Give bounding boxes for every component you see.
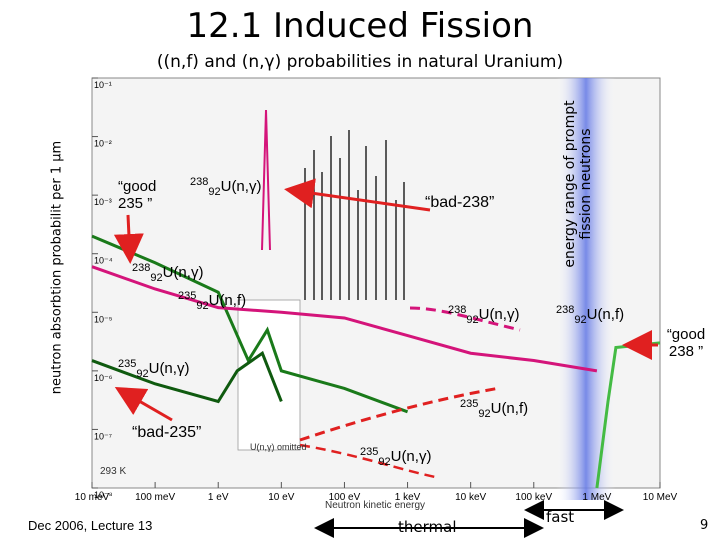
arrow-good235 xyxy=(113,214,144,264)
omitted-region xyxy=(237,299,301,451)
series-line-235u-n-f- xyxy=(91,234,409,414)
good235-label: “good 235 ” xyxy=(118,178,157,212)
arrow-bad238 xyxy=(284,178,431,212)
label-235ng-bottom: 23592U(n,γ) xyxy=(360,446,432,468)
dashed-238-ng xyxy=(409,306,521,332)
label-235ng-left: 23592U(n,γ) xyxy=(118,358,190,380)
x-tick-label: 100 eV xyxy=(329,492,361,503)
good238-label: “good 238 ” xyxy=(666,326,706,360)
label-238ng-top: 23892U(n,γ) xyxy=(190,176,262,198)
bad238-label: “bad-238” xyxy=(425,194,495,211)
resonance-peak-238 xyxy=(261,109,271,251)
fast-label: fast xyxy=(546,508,575,526)
page-subtitle: ((n,f) and (n,γ) probabilities in natura… xyxy=(156,52,564,72)
x-tick-label: 1 eV xyxy=(208,492,229,503)
y-tick-label: 10⁻¹ xyxy=(94,80,112,90)
y-tick-label: 10⁻⁷ xyxy=(94,431,112,441)
thermal-label: thermal xyxy=(398,518,457,536)
footer-lecture: Dec 2006, Lecture 13 xyxy=(28,518,153,533)
dashed-235 xyxy=(299,386,501,442)
y-axis-label: neutron absorbtion probabilit per 1 μm xyxy=(49,140,65,395)
y-tick-label: 10⁻⁴ xyxy=(94,256,113,266)
bad235-label: “bad-235” xyxy=(132,424,202,441)
label-238ng-right: 23892U(n,γ) xyxy=(448,304,520,326)
x-tick-label: 100 meV xyxy=(135,492,175,503)
y-tick-label: 10⁻² xyxy=(94,139,112,149)
y-tick-label: 10⁻⁸ xyxy=(94,490,113,500)
label-235nf-left: 23592U(n,f) xyxy=(178,290,247,312)
page-title: 12.1 Induced Fission xyxy=(186,6,534,46)
x-tick-label: 10 MeV xyxy=(643,492,678,503)
page-number: 9 xyxy=(700,518,709,533)
label-238nf-right: 23892U(n,f) xyxy=(556,304,625,326)
x-tick-label: 10 eV xyxy=(268,492,294,503)
temp-label: 293 K xyxy=(100,466,126,477)
fast-neutron-band xyxy=(556,78,616,500)
xlabel: Neutron kinetic energy xyxy=(325,500,425,511)
energy-range-label: energy range of prompt fission neutrons xyxy=(562,100,594,268)
resonance-spikes-238 xyxy=(304,130,405,300)
arrow-bad235 xyxy=(114,387,173,422)
x-tick-label: 1 MeV xyxy=(582,492,611,503)
dashed-235-ng xyxy=(299,443,441,480)
x-tick-label: 10 keV xyxy=(455,492,486,503)
x-tick-label: 100 keV xyxy=(515,492,552,503)
y-tick-label: 10⁻⁶ xyxy=(94,373,113,383)
series-line-238u-n- xyxy=(91,265,598,373)
label-238ng-left: 23892U(n,γ) xyxy=(132,262,204,284)
omitted-label: U(n,γ) omitted xyxy=(250,442,307,452)
y-tick-label: 10⁻⁵ xyxy=(94,314,113,324)
series-line-235u-n- xyxy=(91,350,283,404)
x-tick-label: 1 keV xyxy=(395,492,421,503)
label-235nf-right: 23592U(n,f) xyxy=(460,398,529,420)
x-tick-label: 10 meV xyxy=(75,492,110,503)
y-tick-label: 10⁻³ xyxy=(94,197,112,207)
